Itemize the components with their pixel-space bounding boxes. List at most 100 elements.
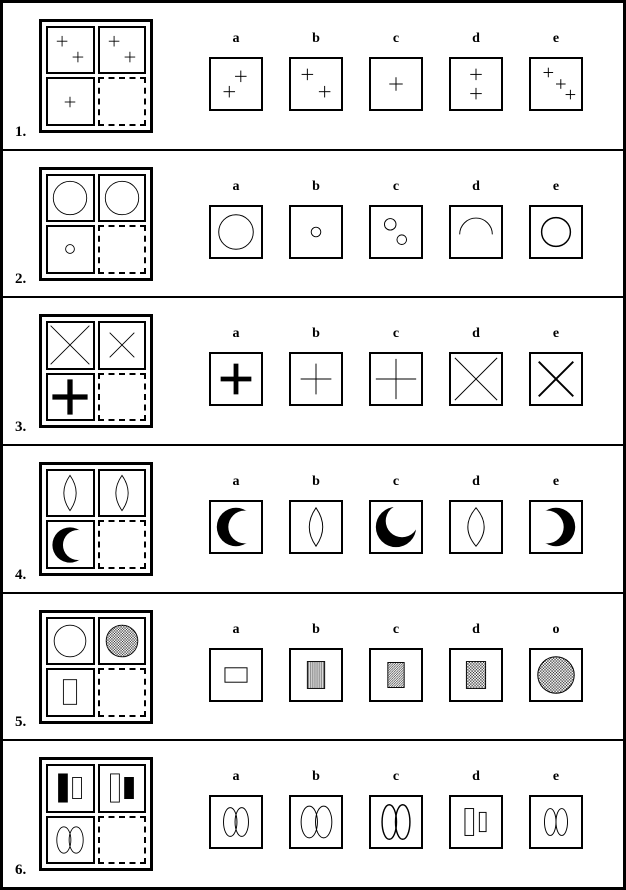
answer-option[interactable]: a bbox=[209, 474, 263, 554]
answer-option[interactable]: d bbox=[449, 769, 503, 849]
answer-option[interactable]: a bbox=[209, 769, 263, 849]
matrix-missing-cell bbox=[98, 225, 147, 274]
matrix-grid bbox=[39, 610, 153, 724]
answer-option[interactable]: d bbox=[449, 326, 503, 406]
option-box bbox=[289, 352, 343, 406]
option-box bbox=[529, 352, 583, 406]
option-label: d bbox=[472, 179, 480, 195]
answer-option[interactable]: b bbox=[289, 769, 343, 849]
option-label: a bbox=[233, 474, 240, 490]
matrix-cell bbox=[46, 668, 95, 717]
question-number: 3. bbox=[15, 419, 26, 436]
matrix-cell bbox=[46, 174, 95, 223]
worksheet-page: 1.abcde2.abcde3.abcde4.abcde5.abcdo6.abc… bbox=[0, 0, 626, 890]
option-label: c bbox=[393, 179, 399, 195]
option-label: b bbox=[312, 326, 320, 342]
option-label: d bbox=[472, 769, 480, 785]
answer-option[interactable]: c bbox=[369, 622, 423, 702]
matrix-grid bbox=[39, 167, 153, 281]
option-label: a bbox=[233, 769, 240, 785]
answer-option[interactable]: e bbox=[529, 326, 583, 406]
option-box bbox=[529, 795, 583, 849]
option-box bbox=[209, 648, 263, 702]
option-box bbox=[289, 500, 343, 554]
answer-option[interactable]: e bbox=[529, 769, 583, 849]
matrix-grid bbox=[39, 757, 153, 871]
options-row: a b cdo bbox=[183, 622, 609, 712]
option-box bbox=[369, 57, 423, 111]
matrix-grid bbox=[39, 19, 153, 133]
matrix-cell bbox=[46, 469, 95, 518]
option-label: a bbox=[233, 326, 240, 342]
answer-option[interactable]: b bbox=[289, 326, 343, 406]
matrix-cell bbox=[98, 469, 147, 518]
option-box bbox=[529, 205, 583, 259]
answer-option[interactable]: a bbox=[209, 31, 263, 111]
answer-option[interactable]: d bbox=[449, 474, 503, 554]
answer-option[interactable]: d bbox=[449, 622, 503, 702]
answer-option[interactable]: a bbox=[209, 179, 263, 259]
option-label: c bbox=[393, 326, 399, 342]
question-number: 6. bbox=[15, 862, 26, 879]
answer-option[interactable]: c bbox=[369, 474, 423, 554]
option-label: e bbox=[553, 179, 559, 195]
answer-option[interactable]: e bbox=[529, 474, 583, 554]
option-box bbox=[369, 352, 423, 406]
option-box bbox=[289, 648, 343, 702]
option-box bbox=[529, 57, 583, 111]
matrix-cell bbox=[46, 617, 95, 666]
answer-option[interactable]: o bbox=[529, 622, 583, 702]
answer-option[interactable]: d bbox=[449, 179, 503, 259]
answer-option[interactable]: b bbox=[289, 31, 343, 111]
matrix-cell bbox=[46, 77, 95, 126]
answer-option[interactable]: b bbox=[289, 474, 343, 554]
answer-option[interactable]: e bbox=[529, 179, 583, 259]
question-number: 5. bbox=[15, 714, 26, 731]
option-label: d bbox=[472, 326, 480, 342]
option-label: b bbox=[312, 769, 320, 785]
matrix-missing-cell bbox=[98, 77, 147, 126]
matrix-missing-cell bbox=[98, 520, 147, 569]
option-label: a bbox=[233, 622, 240, 638]
option-box bbox=[289, 205, 343, 259]
option-box bbox=[289, 795, 343, 849]
question-row: 4.abcde bbox=[3, 446, 623, 594]
option-box bbox=[529, 500, 583, 554]
option-box bbox=[369, 205, 423, 259]
option-label: c bbox=[393, 31, 399, 47]
answer-option[interactable]: c bbox=[369, 179, 423, 259]
matrix-cell bbox=[46, 26, 95, 75]
question-row: 2. a b c d e bbox=[3, 151, 623, 299]
matrix-cell bbox=[46, 321, 95, 370]
option-box bbox=[449, 648, 503, 702]
option-box bbox=[529, 648, 583, 702]
answer-option[interactable]: b bbox=[289, 622, 343, 702]
option-label: b bbox=[312, 179, 320, 195]
option-box bbox=[449, 352, 503, 406]
question-row: 3. a b c d e bbox=[3, 298, 623, 446]
option-box bbox=[369, 648, 423, 702]
answer-option[interactable]: c bbox=[369, 326, 423, 406]
option-label: b bbox=[312, 622, 320, 638]
question-number: 2. bbox=[15, 271, 26, 288]
matrix-cell bbox=[98, 617, 147, 666]
option-label: e bbox=[553, 474, 559, 490]
options-row: a b c d e bbox=[183, 326, 609, 416]
answer-option[interactable]: a bbox=[209, 326, 263, 406]
answer-option[interactable]: e bbox=[529, 31, 583, 111]
answer-option[interactable]: c bbox=[369, 31, 423, 111]
matrix-cell bbox=[46, 225, 95, 274]
option-box bbox=[289, 57, 343, 111]
option-label: c bbox=[393, 769, 399, 785]
option-box bbox=[449, 57, 503, 111]
option-label: b bbox=[312, 474, 320, 490]
answer-option[interactable]: a bbox=[209, 622, 263, 702]
option-label: b bbox=[312, 31, 320, 47]
answer-option[interactable]: d bbox=[449, 31, 503, 111]
matrix-missing-cell bbox=[98, 816, 147, 865]
answer-option[interactable]: b bbox=[289, 179, 343, 259]
option-label: e bbox=[553, 326, 559, 342]
option-label: a bbox=[233, 31, 240, 47]
answer-option[interactable]: c bbox=[369, 769, 423, 849]
option-box bbox=[209, 57, 263, 111]
